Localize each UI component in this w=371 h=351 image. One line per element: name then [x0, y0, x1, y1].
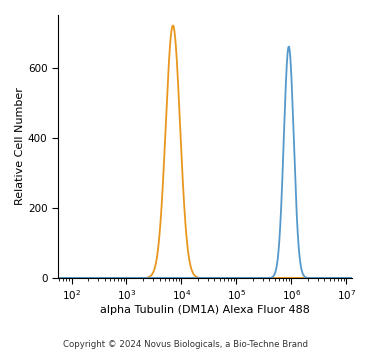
Text: Copyright © 2024 Novus Biologicals, a Bio-Techne Brand: Copyright © 2024 Novus Biologicals, a Bi… — [63, 340, 308, 349]
X-axis label: alpha Tubulin (DM1A) Alexa Fluor 488: alpha Tubulin (DM1A) Alexa Fluor 488 — [100, 305, 310, 315]
Y-axis label: Relative Cell Number: Relative Cell Number — [15, 87, 25, 205]
